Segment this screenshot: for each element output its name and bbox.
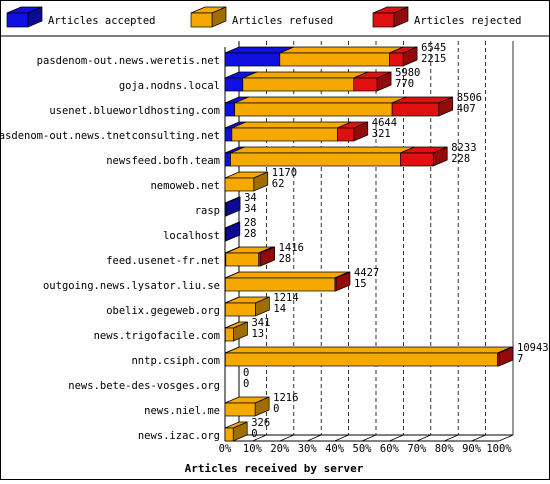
bar-16-refused (224, 421, 248, 442)
category-label: nntp.csiph.com (131, 355, 220, 367)
value-label-accepted: 28 (244, 228, 257, 240)
value-label-total: 34 (244, 192, 257, 204)
value-label-total: 8233 (451, 142, 476, 154)
value-label-total: 326 (251, 417, 270, 429)
value-label-accepted: 0 (251, 428, 257, 440)
bar-13-refused (224, 346, 512, 367)
bar-10-rejected (334, 271, 351, 292)
category-label: usenet.blueworldhosting.com (49, 105, 220, 117)
category-label: newsfeed.bofh.team (106, 155, 220, 167)
value-label-total: 8506 (457, 92, 482, 104)
value-label-accepted: 0 (243, 378, 249, 390)
value-label-total: 1170 (272, 167, 297, 179)
value-label-total: 1416 (279, 242, 304, 254)
x-tick-label: 30% (298, 443, 318, 455)
category-label: news.izac.org (138, 430, 220, 442)
x-tick-label: 90% (462, 443, 482, 455)
category-labels: pasdenom-out.news.weretis.net goja.nodns.… (0, 55, 220, 442)
category-label: pasdenom-out.news.tnetconsulting.net (1, 130, 220, 142)
legend-swatch-1 (6, 6, 43, 28)
bar-2-refused (242, 71, 369, 92)
bar-7-accepted (224, 196, 241, 217)
bars (224, 46, 514, 442)
value-label-accepted: 321 (372, 128, 391, 140)
legend-swatch-3 (372, 6, 409, 28)
value-label-accepted: 15 (354, 278, 367, 290)
bar-5-rejected (400, 146, 448, 167)
category-label: feed.usenet-fr.net (106, 255, 220, 267)
bar-11-refused (224, 296, 270, 317)
bar-10-refused (224, 271, 350, 292)
value-label-accepted: 13 (251, 328, 264, 340)
x-axis: 0% 10% 20% 30% 40% 50% 60% 70% 80% 90% 100% (219, 443, 513, 455)
x-tick-label: 60% (380, 443, 400, 455)
value-label-total: 6545 (421, 42, 446, 54)
bar-4-refused (231, 121, 352, 142)
category-label: nemoweb.net (150, 180, 220, 192)
value-label-accepted: 228 (451, 153, 470, 165)
value-label-total: 5980 (395, 67, 420, 79)
value-label-total: 341 (251, 317, 270, 329)
category-label: pasdenom-out.news.weretis.net (37, 55, 220, 67)
bar-15-refused (224, 396, 270, 417)
value-label-accepted: 770 (395, 78, 414, 90)
value-label-total: 4644 (372, 117, 397, 129)
x-axis-title: Articles received by server (185, 462, 364, 475)
value-label-total: 10943 (517, 342, 549, 354)
category-label: obelix.gegeweb.org (106, 305, 220, 317)
category-label: goja.nodns.local (119, 80, 220, 92)
x-tick-label: 20% (270, 443, 290, 455)
x-tick-label: 100% (486, 443, 512, 455)
legend-label-3: Articles rejected (414, 15, 521, 27)
legend-label-1: Articles accepted (48, 15, 155, 27)
category-label: localhost (163, 230, 220, 242)
bar-12-refused (224, 321, 248, 342)
value-label-accepted: 34 (244, 203, 257, 215)
value-label-accepted: 2215 (421, 53, 446, 65)
category-label: outgoing.news.lysator.liu.se (43, 280, 220, 292)
x-tick-label: 0% (219, 443, 232, 455)
bar-1-refused (279, 46, 404, 67)
bar-13-rejected (497, 346, 514, 367)
x-tick-label: 10% (243, 443, 263, 455)
value-label-total: 4427 (354, 267, 379, 279)
bar-2-rejected (353, 71, 392, 92)
legend: Articles accepted Articles refused Article… (6, 6, 521, 28)
value-label-total: 1216 (273, 392, 298, 404)
bar-8-accepted (224, 221, 241, 242)
value-label-total: 28 (244, 217, 257, 229)
category-label: news.trigofacile.com (94, 330, 220, 342)
category-label: news.bete-des-vosges.org (68, 380, 220, 392)
category-label: news.niel.me (144, 405, 220, 417)
bar-5-refused (230, 146, 415, 167)
x-tick-label: 80% (435, 443, 455, 455)
legend-label-2: Articles refused (232, 15, 333, 27)
bar-1-rejected (389, 46, 418, 67)
bar-3-rejected (391, 96, 454, 117)
value-label-accepted: 7 (517, 353, 523, 365)
x-tick-label: 40% (325, 443, 345, 455)
value-label-total: 1214 (273, 292, 298, 304)
category-label: rasp (195, 205, 220, 217)
value-label-total: 0 (243, 367, 249, 379)
bar-6-refused (224, 171, 269, 192)
legend-swatch-2 (190, 6, 227, 28)
value-label-accepted: 28 (279, 253, 292, 265)
bar-9-rejected (258, 246, 275, 267)
bar-3-refused (234, 96, 407, 117)
bar-4-rejected (336, 121, 369, 142)
x-tick-label: 70% (407, 443, 427, 455)
value-label-accepted: 14 (273, 303, 286, 315)
value-label-accepted: 0 (273, 403, 279, 415)
value-label-accepted: 407 (457, 103, 476, 115)
value-label-accepted: 62 (272, 178, 285, 190)
x-tick-label: 50% (353, 443, 373, 455)
